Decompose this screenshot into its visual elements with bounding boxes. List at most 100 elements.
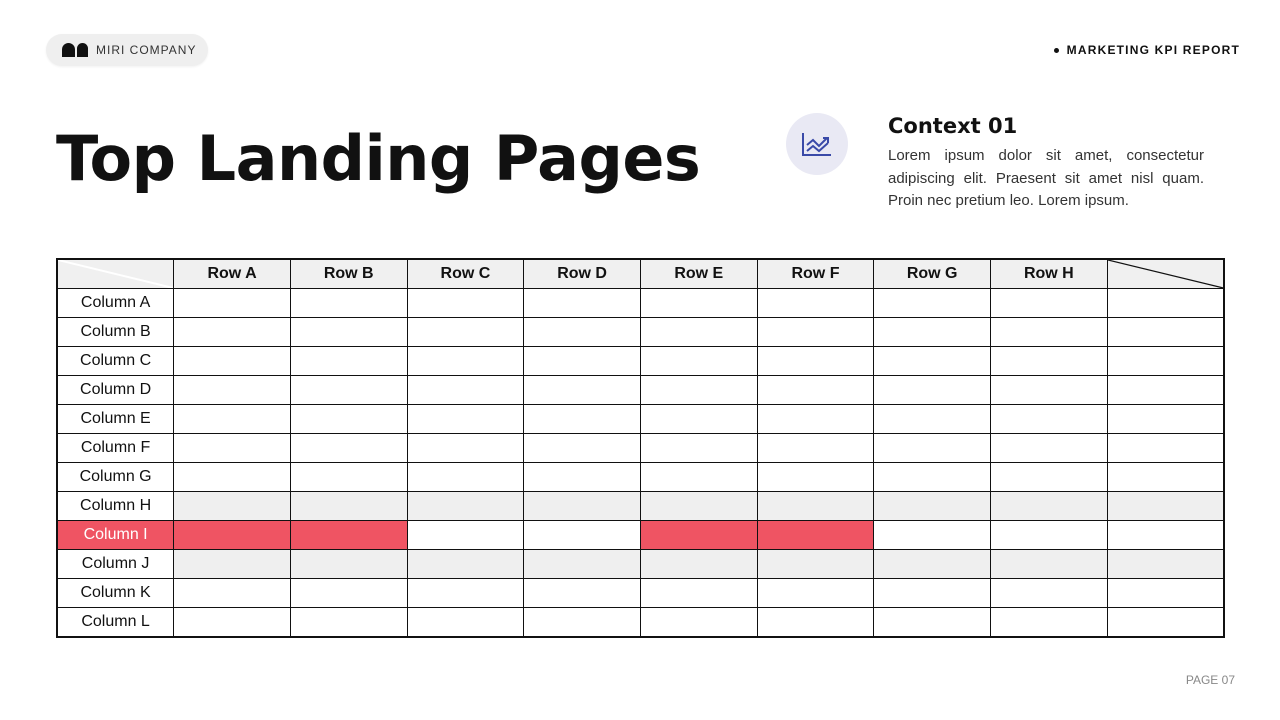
table-cell <box>289 404 408 434</box>
table-cell <box>639 520 758 550</box>
table-cell <box>173 491 291 521</box>
table-cell <box>523 288 641 318</box>
table-cell <box>756 578 875 608</box>
table-cell <box>406 346 525 376</box>
table-cell <box>406 607 525 638</box>
table-cell <box>523 346 641 376</box>
table-cell <box>990 288 1108 318</box>
chart-trend-icon <box>786 113 848 175</box>
table-cell <box>289 375 408 405</box>
table-cell <box>756 549 875 579</box>
table-cell <box>173 607 291 638</box>
company-logo-icon <box>62 43 88 57</box>
row-label: Column H <box>56 491 175 521</box>
row-label: Column K <box>56 578 175 608</box>
landing-pages-table: Row A Row B Row C Row D Row E Row F Row G Row H… <box>56 258 1225 638</box>
table-cell <box>173 346 291 376</box>
table-cell <box>873 520 991 550</box>
table-cell <box>523 317 641 347</box>
table-cell <box>639 433 758 463</box>
table-cell <box>406 462 525 492</box>
table-cell <box>289 433 408 463</box>
table-cell <box>1106 433 1225 463</box>
table-row: Column H <box>56 491 1225 521</box>
table-cell <box>173 462 291 492</box>
table-cell <box>1106 491 1225 521</box>
table-cell <box>873 462 991 492</box>
table-cell <box>1106 375 1225 405</box>
table-cell <box>873 491 991 521</box>
column-header: Row H <box>990 258 1108 289</box>
table-cell <box>756 462 875 492</box>
table-cell <box>756 607 875 638</box>
row-label: Column E <box>56 404 175 434</box>
table-cell <box>289 549 408 579</box>
table-cell <box>756 317 875 347</box>
column-header: Row F <box>756 258 875 289</box>
column-header-empty <box>1106 258 1225 289</box>
table-cell <box>1106 404 1225 434</box>
table-cell <box>523 578 641 608</box>
table-cell <box>173 288 291 318</box>
table-cell <box>873 288 991 318</box>
table-cell <box>639 288 758 318</box>
table-cell <box>406 317 525 347</box>
table-cell <box>1106 607 1225 638</box>
table-cell <box>289 607 408 638</box>
table-cell <box>523 520 641 550</box>
table-cell <box>990 520 1108 550</box>
bullet-icon <box>1053 47 1059 53</box>
context-title: Context 01 <box>888 114 1018 138</box>
table-cell <box>990 317 1108 347</box>
table-cell <box>873 375 991 405</box>
table-cell <box>639 462 758 492</box>
table-cell <box>406 288 525 318</box>
table-corner-cell <box>56 258 175 289</box>
table-cell <box>990 549 1108 579</box>
table-cell <box>523 607 641 638</box>
table-cell <box>289 578 408 608</box>
company-name: MIRI COMPANY <box>96 43 197 57</box>
table-cell <box>990 607 1108 638</box>
table-cell <box>1106 288 1225 318</box>
table-cell <box>756 491 875 521</box>
table-cell <box>639 317 758 347</box>
table-cell <box>406 578 525 608</box>
row-label: Column B <box>56 317 175 347</box>
table-row: Column B <box>56 317 1225 347</box>
report-label-text: MARKETING KPI REPORT <box>1066 43 1240 57</box>
table-row: Column G <box>56 462 1225 492</box>
report-label: MARKETING KPI REPORT <box>1053 43 1240 57</box>
table-row: Column L <box>56 607 1225 638</box>
table-cell <box>289 462 408 492</box>
table-cell <box>289 491 408 521</box>
table-cell <box>873 317 991 347</box>
table-cell <box>873 433 991 463</box>
table-cell <box>990 491 1108 521</box>
table-row: Column F <box>56 433 1225 463</box>
table-cell <box>756 404 875 434</box>
table-cell <box>406 520 525 550</box>
table-cell <box>756 375 875 405</box>
row-label: Column L <box>56 607 175 638</box>
table-cell <box>1106 317 1225 347</box>
table-cell <box>1106 549 1225 579</box>
table-cell <box>639 491 758 521</box>
table-cell <box>990 578 1108 608</box>
table-cell <box>289 520 408 550</box>
table-row: Column I <box>56 520 1225 550</box>
column-header: Row B <box>289 258 408 289</box>
table-cell <box>406 433 525 463</box>
table-cell <box>873 578 991 608</box>
table-cell <box>756 433 875 463</box>
table-cell <box>639 404 758 434</box>
table-row: Column K <box>56 578 1225 608</box>
table-cell <box>756 346 875 376</box>
table-row: Column J <box>56 549 1225 579</box>
table-cell <box>173 520 291 550</box>
column-header: Row C <box>406 258 525 289</box>
column-header: Row A <box>173 258 291 289</box>
table-cell <box>406 491 525 521</box>
table-cell <box>523 404 641 434</box>
table-cell <box>990 346 1108 376</box>
